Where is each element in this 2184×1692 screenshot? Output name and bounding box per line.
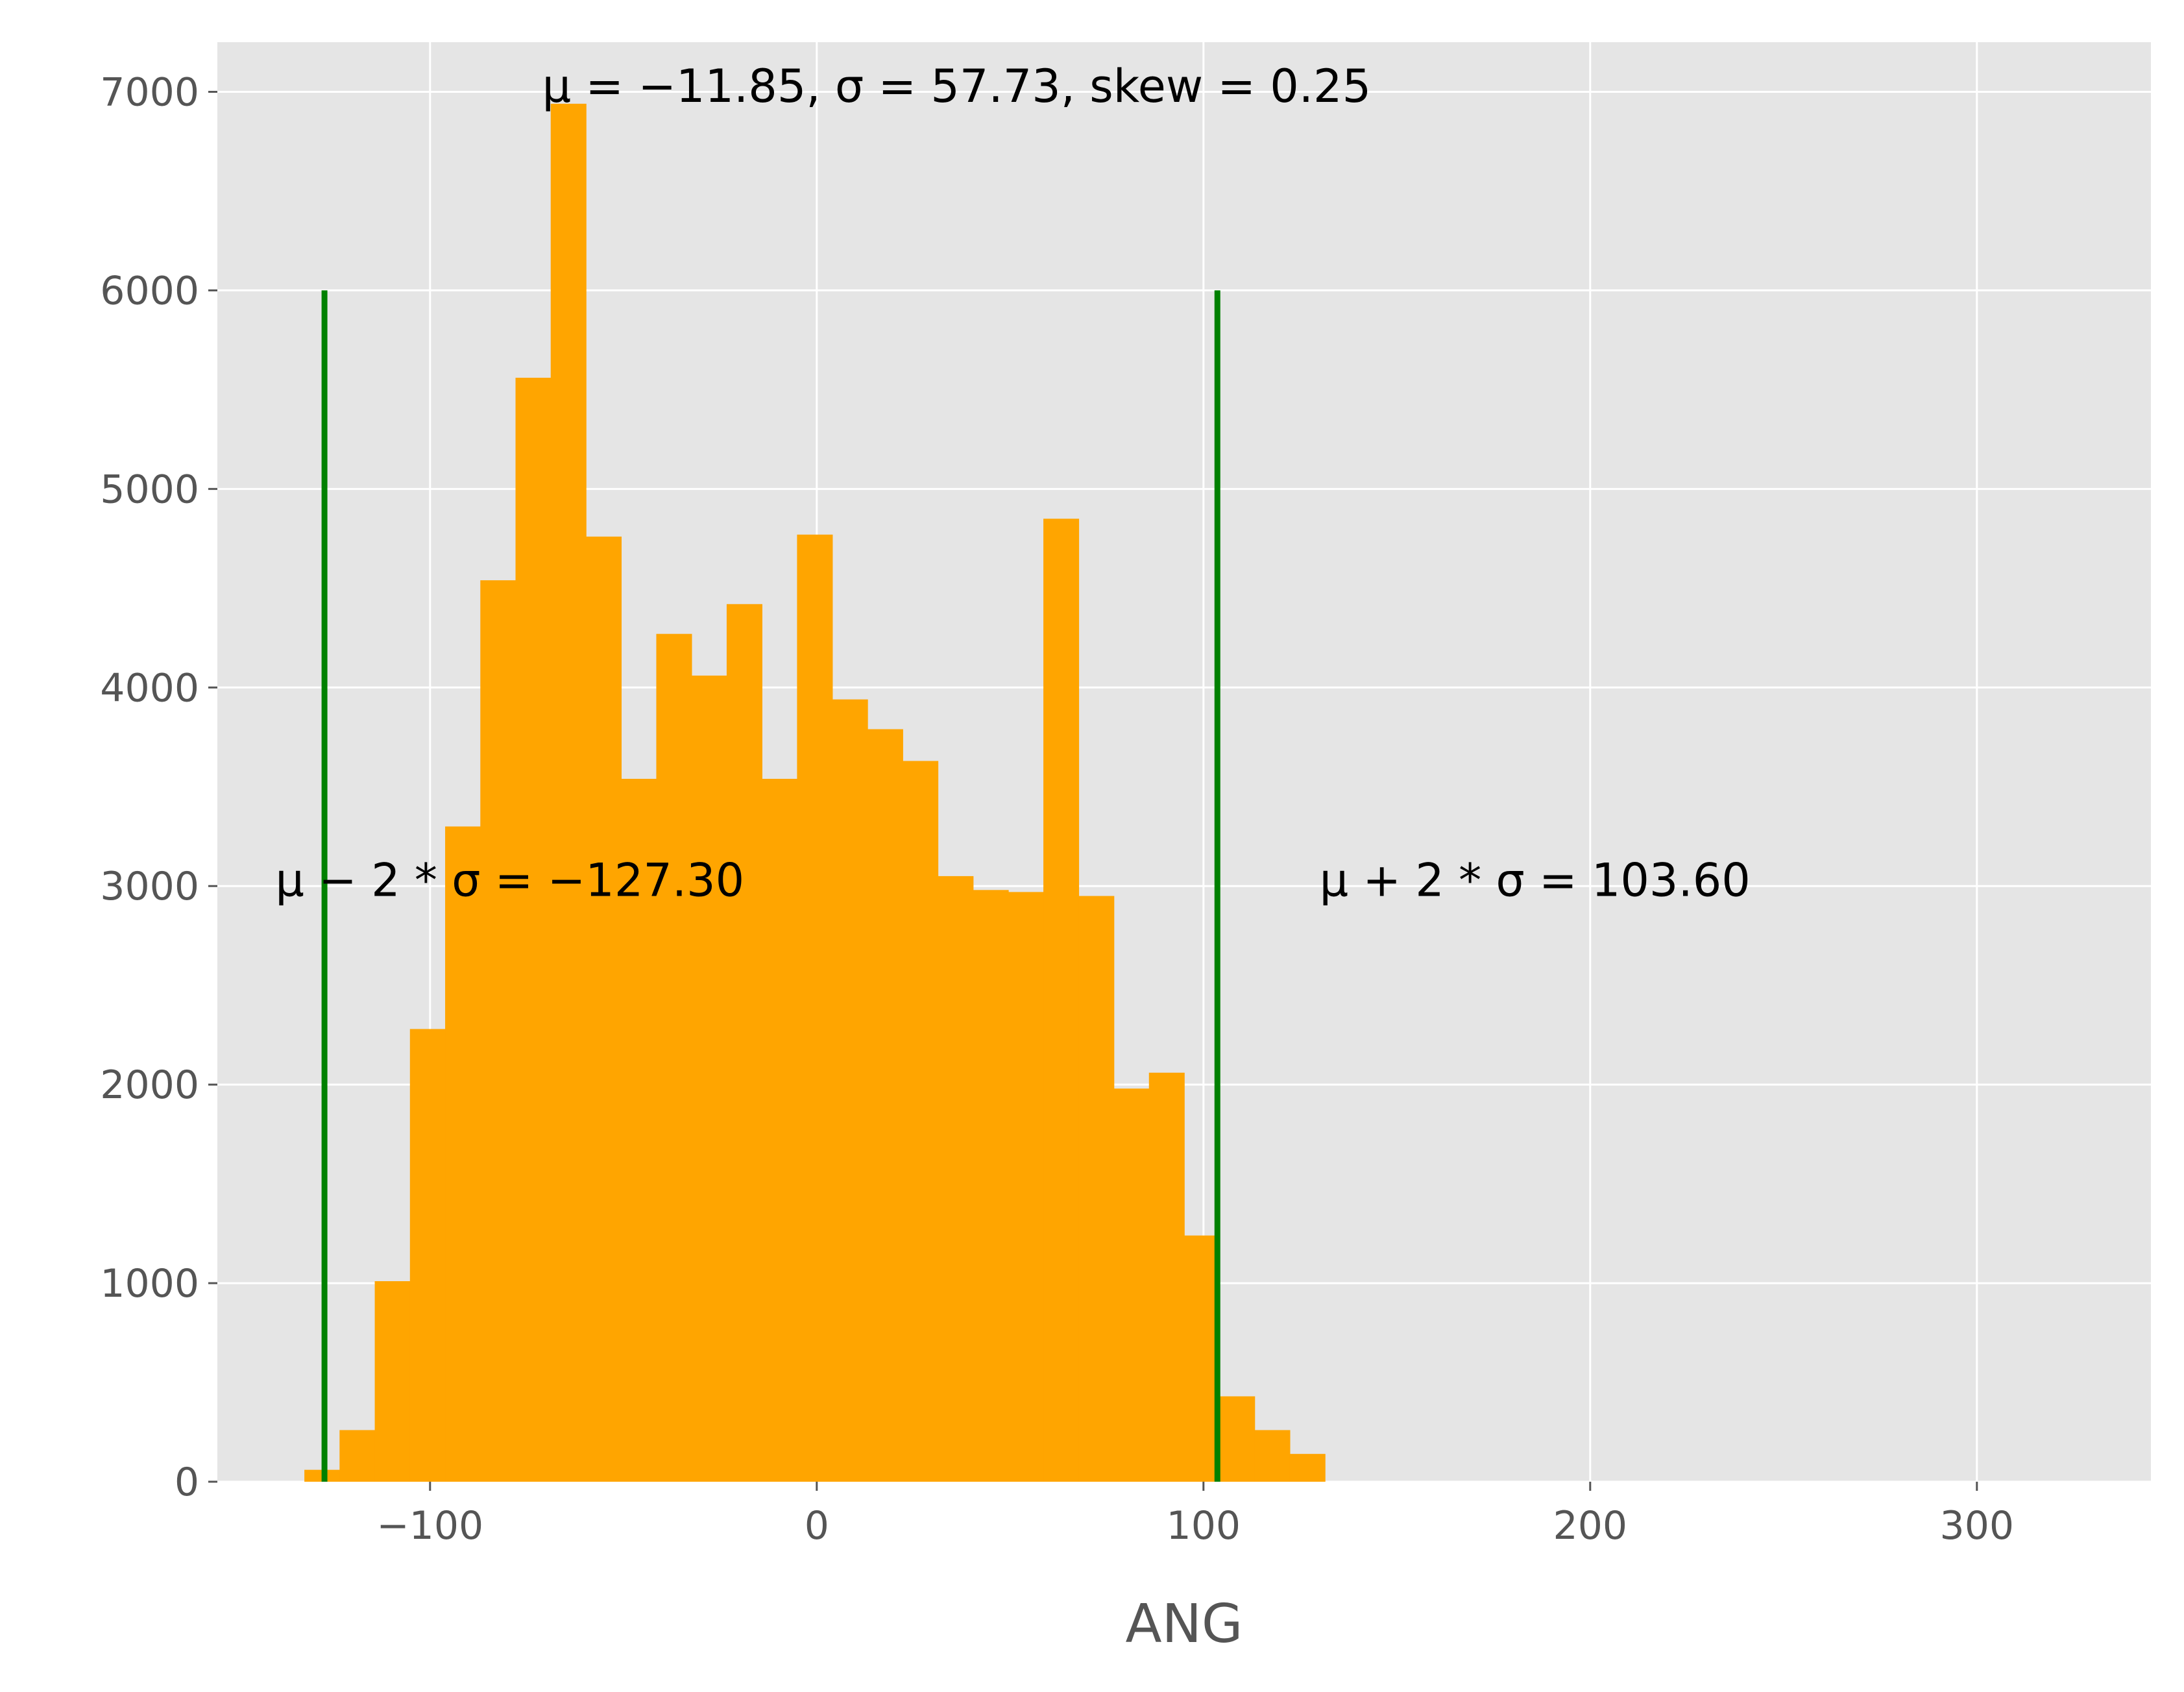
histogram-bar — [1254, 1430, 1291, 1482]
histogram-bar — [1148, 1072, 1185, 1482]
histogram-bar — [762, 779, 798, 1482]
y-tick-label: 5000 — [100, 467, 199, 512]
y-axis-ticks: 0 1000 2000 3000 4000 5000 6000 7000 — [100, 69, 217, 1505]
histogram-bar — [339, 1430, 376, 1482]
histogram-bar — [1219, 1396, 1256, 1482]
histogram-bar — [1043, 519, 1080, 1482]
histogram-bar — [691, 675, 727, 1482]
histogram-bar — [550, 103, 587, 1482]
histogram-bar — [797, 534, 833, 1482]
histogram-bar — [656, 633, 692, 1482]
histogram-bar — [1008, 892, 1044, 1482]
stat-annotation: μ + 2 * σ = 103.60 — [1320, 854, 1751, 907]
histogram-bar — [938, 876, 974, 1482]
histogram-bar — [973, 890, 1009, 1482]
x-tick-label: 300 — [1940, 1503, 2015, 1549]
reference-lines — [321, 290, 1220, 1482]
histogram-bar — [867, 729, 903, 1482]
x-tick-label: −100 — [376, 1503, 483, 1549]
histogram-bar — [1184, 1235, 1220, 1482]
histogram-bar — [903, 761, 939, 1482]
bars — [304, 103, 1326, 1482]
stat-annotation: μ = −11.85, σ = 57.73, skew = 0.25 — [542, 60, 1372, 113]
y-tick-label: 7000 — [100, 69, 199, 115]
y-tick-label: 0 — [175, 1460, 199, 1505]
y-tick-label: 3000 — [100, 864, 199, 909]
histogram-bar — [445, 826, 481, 1482]
histogram-bar — [480, 580, 516, 1482]
histogram-bar — [374, 1281, 411, 1482]
x-axis-ticks: −100 0 100 200 300 — [376, 1482, 2014, 1549]
histogram-bar — [585, 536, 622, 1482]
y-tick-label: 4000 — [100, 665, 199, 711]
stat-annotation: μ − 2 * σ = −127.30 — [275, 854, 744, 907]
histogram-bar — [1078, 896, 1115, 1482]
histogram-bar — [1289, 1454, 1326, 1482]
histogram-bar — [832, 699, 868, 1482]
y-tick-label: 1000 — [100, 1261, 199, 1306]
histogram-bar — [1113, 1088, 1150, 1482]
annotations: μ = −11.85, σ = 57.73, skew = 0.25 μ − 2 … — [275, 60, 1750, 907]
x-axis-label: ANG — [1126, 1593, 1243, 1655]
y-tick-label: 6000 — [100, 268, 199, 313]
histogram-bar — [621, 779, 657, 1482]
x-tick-label: 200 — [1553, 1503, 1628, 1549]
x-tick-label: 100 — [1167, 1503, 1241, 1549]
histogram-bar — [409, 1029, 446, 1482]
histogram-bar — [515, 378, 552, 1482]
x-tick-label: 0 — [805, 1503, 829, 1549]
y-tick-label: 2000 — [100, 1062, 199, 1108]
histogram-bar — [726, 604, 762, 1482]
